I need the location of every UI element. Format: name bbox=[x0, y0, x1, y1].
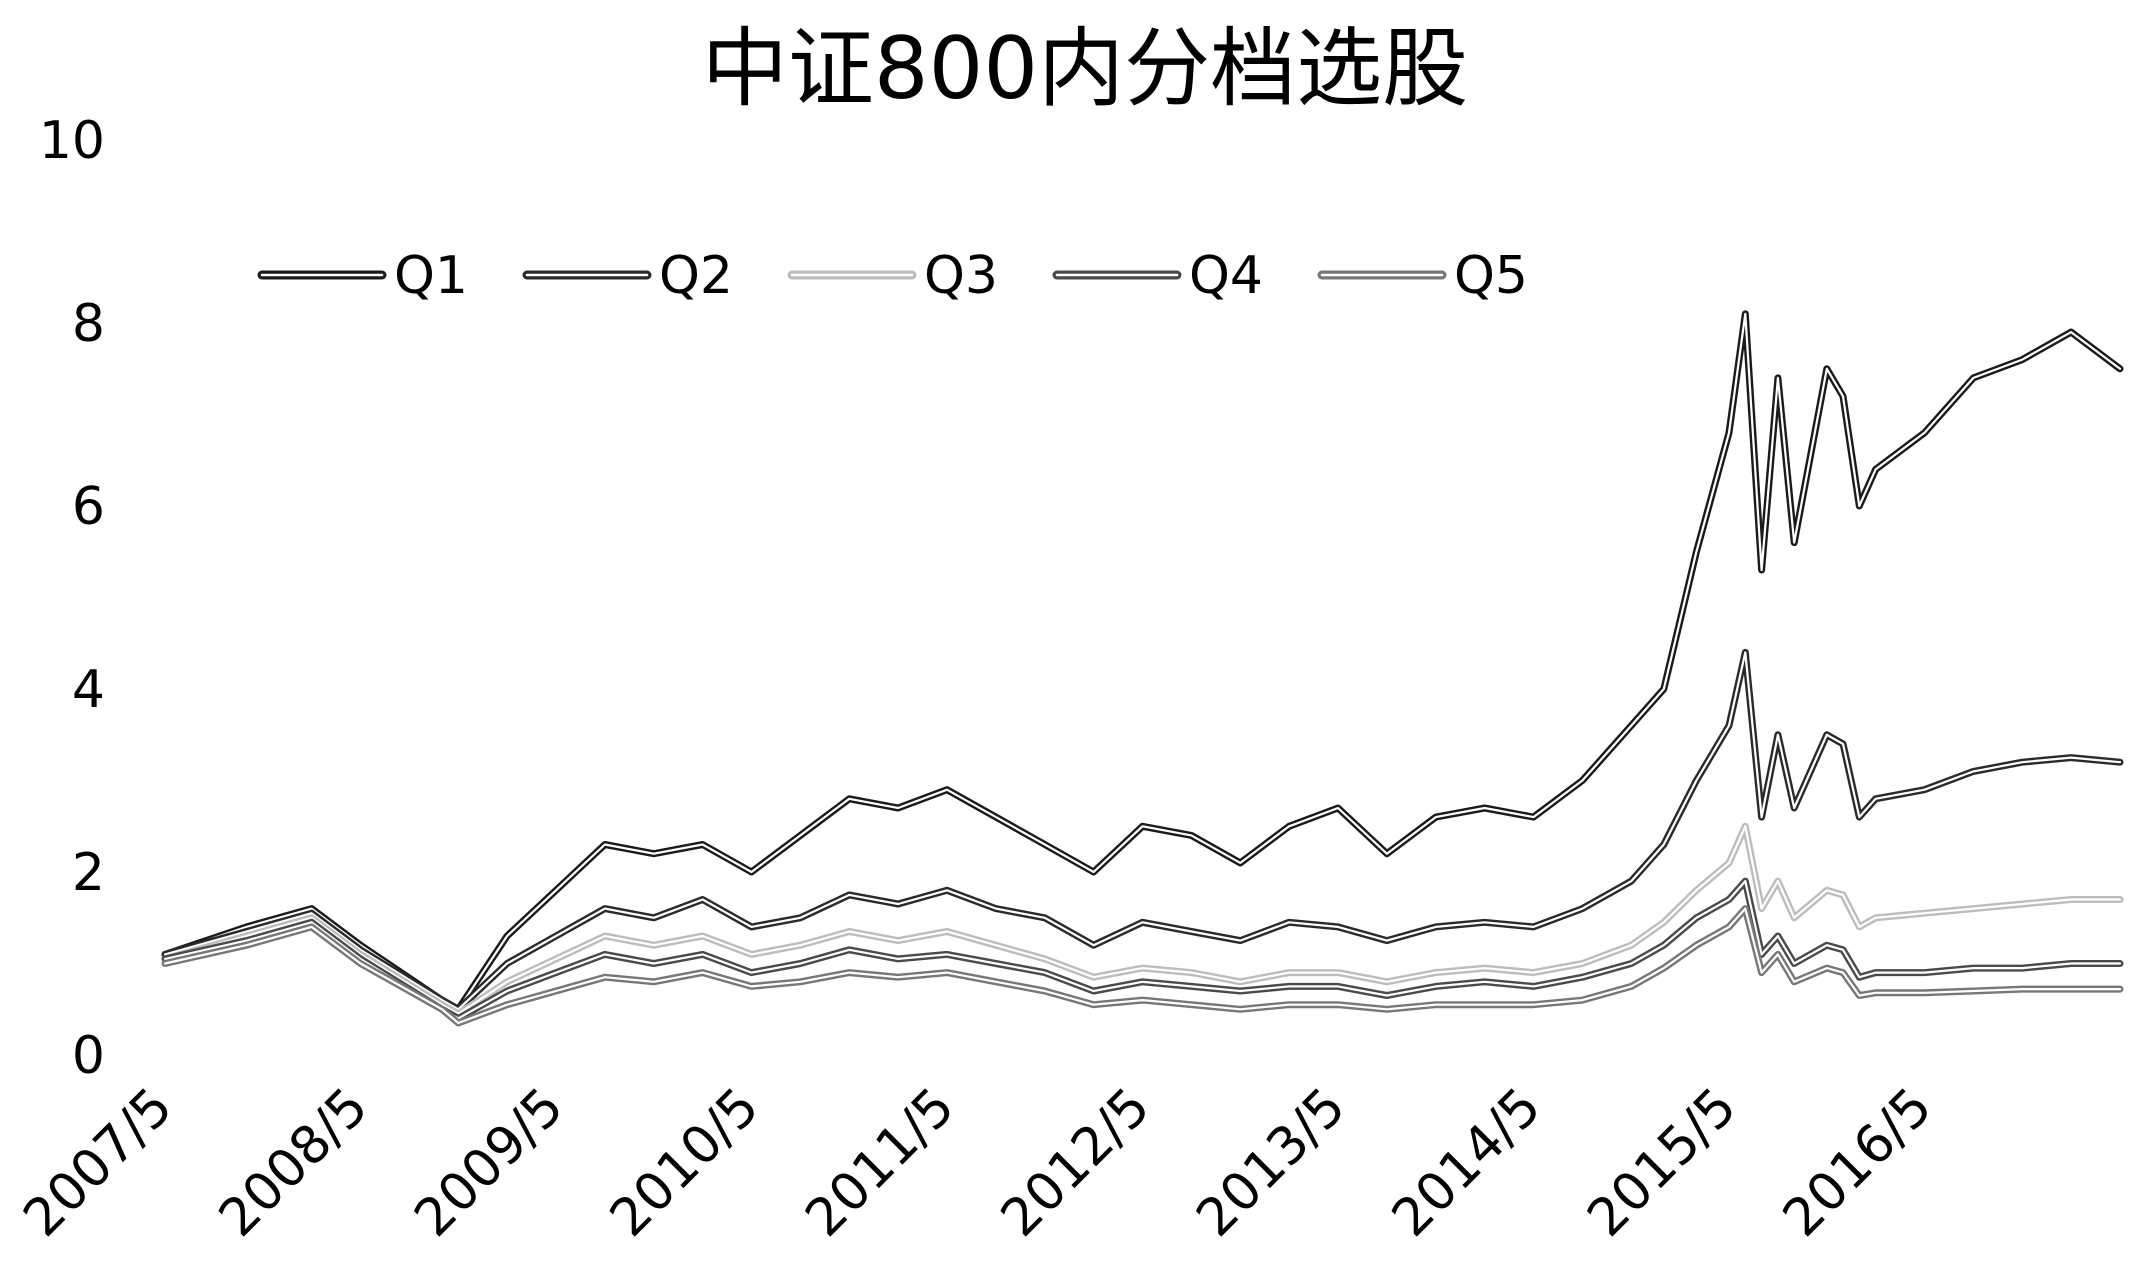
series-q1-line bbox=[161, 310, 2124, 1013]
legend-label: Q3 bbox=[924, 246, 998, 306]
series-q5-line bbox=[161, 905, 2124, 1027]
legend-item-q2: Q2 bbox=[522, 246, 733, 306]
x-tick-label: 2014/5 bbox=[1381, 1077, 1553, 1249]
legend-item-q3: Q3 bbox=[787, 246, 998, 306]
x-tick-label: 2007/5 bbox=[12, 1077, 184, 1249]
y-tick-label: 6 bbox=[72, 477, 105, 537]
series-q2-line bbox=[161, 648, 2124, 1013]
y-axis-tick-labels: 0 2 4 6 8 10 bbox=[39, 111, 105, 1086]
legend-item-q4: Q4 bbox=[1052, 246, 1263, 306]
series-lines bbox=[161, 310, 2124, 1027]
x-tick-label: 2011/5 bbox=[794, 1077, 966, 1249]
y-tick-label: 4 bbox=[72, 660, 105, 720]
legend-item-q5: Q5 bbox=[1317, 246, 1528, 306]
series-q2-highlight bbox=[163, 651, 2122, 1011]
legend-label: Q4 bbox=[1189, 246, 1263, 306]
legend: Q1 Q2 Q3 Q4 Q5 bbox=[257, 246, 1528, 306]
x-tick-label: 2008/5 bbox=[208, 1077, 380, 1249]
series-q4-line bbox=[161, 877, 2124, 1022]
y-tick-label: 10 bbox=[39, 111, 105, 171]
legend-label: Q5 bbox=[1454, 246, 1528, 306]
x-tick-label: 2010/5 bbox=[599, 1077, 771, 1249]
x-tick-label: 2016/5 bbox=[1772, 1077, 1944, 1249]
x-axis-tick-labels: 2007/5 2008/5 2009/5 2010/5 2011/5 2012/5 2013… bbox=[12, 1077, 1943, 1249]
series-q1-highlight bbox=[163, 312, 2122, 1011]
legend-label: Q2 bbox=[659, 246, 733, 306]
x-tick-label: 2012/5 bbox=[990, 1077, 1162, 1249]
legend-item-q1: Q1 bbox=[257, 246, 468, 306]
y-tick-label: 8 bbox=[72, 294, 105, 354]
series-q3-line bbox=[161, 822, 2124, 1018]
x-tick-label: 2013/5 bbox=[1185, 1077, 1357, 1249]
series-q5-highlight bbox=[163, 907, 2122, 1025]
legend-label: Q1 bbox=[394, 246, 468, 306]
series-q3-highlight bbox=[163, 825, 2122, 1015]
series-q1-outline bbox=[161, 310, 2124, 1013]
x-tick-label: 2009/5 bbox=[403, 1077, 575, 1249]
y-tick-label: 0 bbox=[72, 1026, 105, 1086]
series-q4-highlight bbox=[163, 879, 2122, 1020]
chart-title: 中证800内分档选股 bbox=[702, 19, 1468, 119]
x-tick-label: 2015/5 bbox=[1576, 1077, 1748, 1249]
y-tick-label: 2 bbox=[72, 843, 105, 903]
